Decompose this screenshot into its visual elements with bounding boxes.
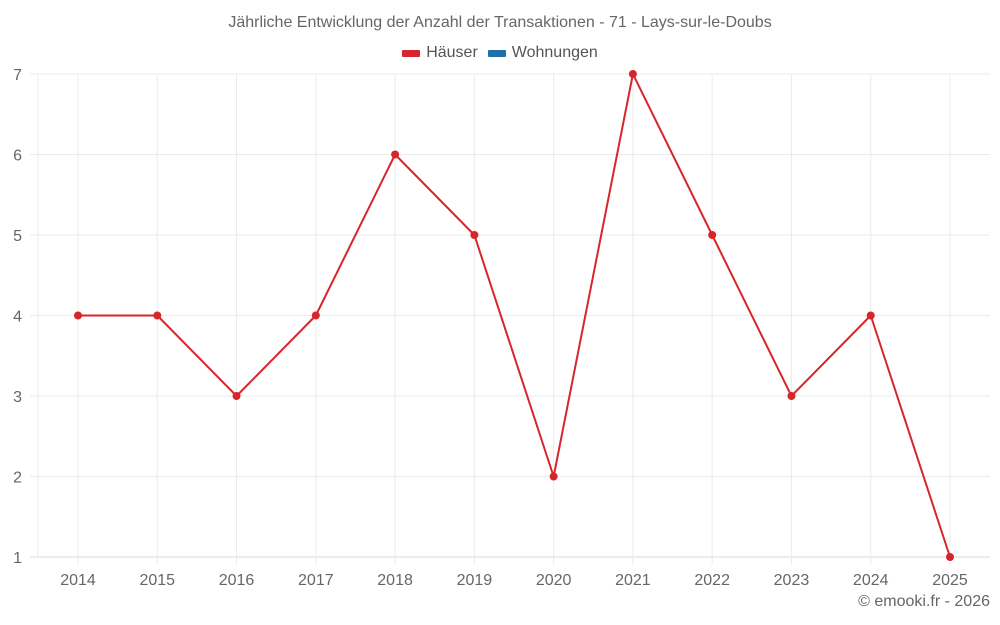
x-tick-label: 2024 bbox=[853, 572, 889, 589]
y-axis: 1 2 3 4 5 6 7 bbox=[13, 67, 22, 567]
legend-item-apartments[interactable]: Wohnungen bbox=[487, 44, 598, 62]
x-axis: 2014 2015 2016 2017 2018 2019 2020 2021 2022 2023… bbox=[60, 572, 968, 589]
chart-legend: Häuser Wohnungen bbox=[0, 44, 1000, 62]
houses-line bbox=[78, 73, 951, 558]
data-point[interactable] bbox=[708, 231, 717, 239]
y-tick-label: 7 bbox=[13, 67, 22, 84]
x-tick-label: 2018 bbox=[377, 572, 413, 589]
data-point[interactable] bbox=[549, 472, 558, 481]
chart-title: Jährliche Entwicklung der Anzahl der Tra… bbox=[228, 14, 772, 31]
y-tick-label: 6 bbox=[13, 148, 22, 165]
x-tick-label: 2014 bbox=[60, 572, 96, 589]
data-point[interactable] bbox=[628, 70, 637, 78]
data-point[interactable] bbox=[787, 392, 796, 400]
x-tick-label: 2025 bbox=[932, 572, 968, 589]
x-tick-label: 2017 bbox=[298, 572, 334, 589]
x-tick-label: 2021 bbox=[615, 572, 651, 589]
data-point[interactable] bbox=[470, 231, 479, 239]
x-tick-label: 2023 bbox=[774, 572, 810, 589]
grid-lines bbox=[30, 73, 990, 565]
data-point[interactable] bbox=[866, 311, 875, 320]
data-point[interactable] bbox=[153, 311, 162, 320]
x-tick-label: 2022 bbox=[694, 572, 730, 589]
x-tick-label: 2016 bbox=[219, 572, 255, 589]
copyright-credit: © emooki.fr - 2026 bbox=[858, 593, 990, 610]
data-point[interactable] bbox=[232, 392, 241, 400]
x-tick-label: 2020 bbox=[536, 572, 572, 589]
y-tick-label: 2 bbox=[13, 470, 22, 487]
legend-swatch-houses bbox=[402, 49, 421, 57]
y-tick-label: 1 bbox=[13, 550, 22, 567]
legend-label-houses: Häuser bbox=[426, 44, 478, 61]
y-tick-label: 3 bbox=[13, 389, 22, 406]
x-tick-label: 2019 bbox=[457, 572, 493, 589]
series-houses bbox=[74, 70, 954, 561]
legend-label-apartments: Wohnungen bbox=[511, 44, 598, 61]
data-point[interactable] bbox=[946, 553, 954, 561]
x-tick-label: 2015 bbox=[139, 572, 175, 589]
data-point[interactable] bbox=[74, 311, 82, 320]
data-point[interactable] bbox=[311, 311, 320, 320]
legend-item-houses[interactable]: Häuser bbox=[402, 44, 478, 62]
y-tick-label: 5 bbox=[13, 228, 22, 245]
legend-swatch-apartments bbox=[487, 49, 506, 57]
y-tick-label: 4 bbox=[13, 309, 22, 326]
data-point[interactable] bbox=[391, 150, 400, 159]
